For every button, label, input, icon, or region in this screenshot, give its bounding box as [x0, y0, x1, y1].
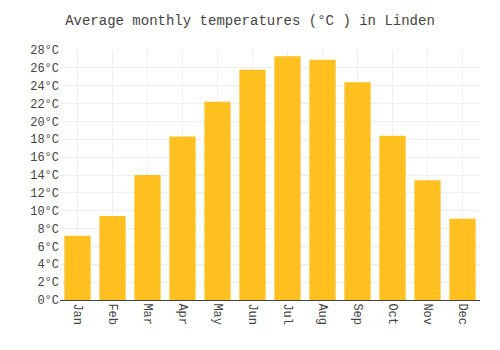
svg-text:2°C: 2°C [37, 276, 59, 290]
svg-text:24°C: 24°C [30, 80, 59, 94]
svg-text:Aug: Aug [315, 303, 329, 325]
svg-text:Jul: Jul [280, 303, 294, 325]
svg-text:Apr: Apr [175, 303, 189, 325]
svg-text:26°C: 26°C [30, 62, 59, 76]
svg-text:18°C: 18°C [30, 133, 59, 147]
svg-text:Feb: Feb [105, 303, 119, 325]
svg-text:28°C: 28°C [30, 44, 59, 58]
svg-text:Mar: Mar [140, 303, 154, 325]
svg-text:16°C: 16°C [30, 151, 59, 165]
svg-text:Nov: Nov [420, 303, 434, 325]
svg-text:20°C: 20°C [30, 116, 59, 130]
svg-text:May: May [210, 303, 224, 325]
svg-text:6°C: 6°C [37, 241, 59, 255]
svg-text:22°C: 22°C [30, 98, 59, 112]
svg-text:Dec: Dec [455, 303, 469, 325]
svg-text:Average monthly temperatures (: Average monthly temperatures (°C ) in Li… [65, 13, 435, 29]
svg-text:Oct: Oct [385, 303, 399, 325]
svg-text:Jan: Jan [70, 303, 84, 325]
svg-text:12°C: 12°C [30, 187, 59, 201]
svg-text:14°C: 14°C [30, 169, 59, 183]
svg-text:0°C: 0°C [37, 294, 59, 308]
svg-text:8°C: 8°C [37, 223, 59, 237]
svg-text:4°C: 4°C [37, 258, 59, 272]
svg-text:Sep: Sep [350, 303, 364, 325]
svg-text:10°C: 10°C [30, 205, 59, 219]
svg-text:Jun: Jun [245, 303, 259, 325]
